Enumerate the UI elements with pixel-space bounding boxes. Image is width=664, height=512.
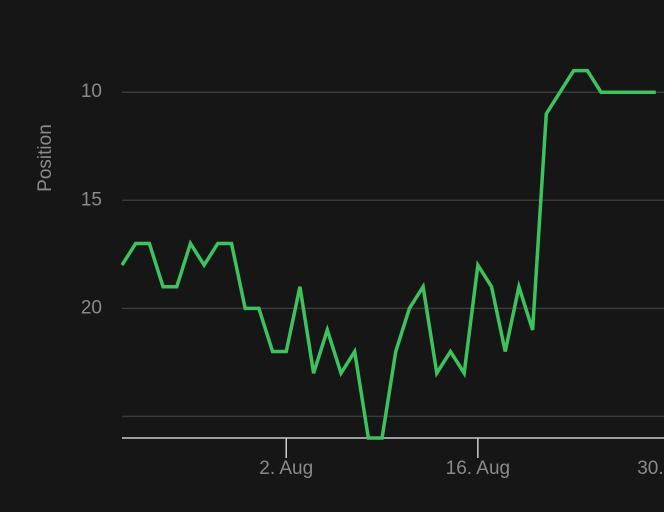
y-tick-label: 15 [81,189,102,210]
y-tick-label: 20 [81,297,102,318]
x-tick-label: 16. Aug [446,458,510,479]
x-tick-label: 30. Aug [637,458,664,479]
y-axis-label: Position [35,124,56,192]
line [120,68,656,440]
x-tick-label: 2. Aug [259,458,313,479]
y-tick-label: 10 [81,81,102,102]
